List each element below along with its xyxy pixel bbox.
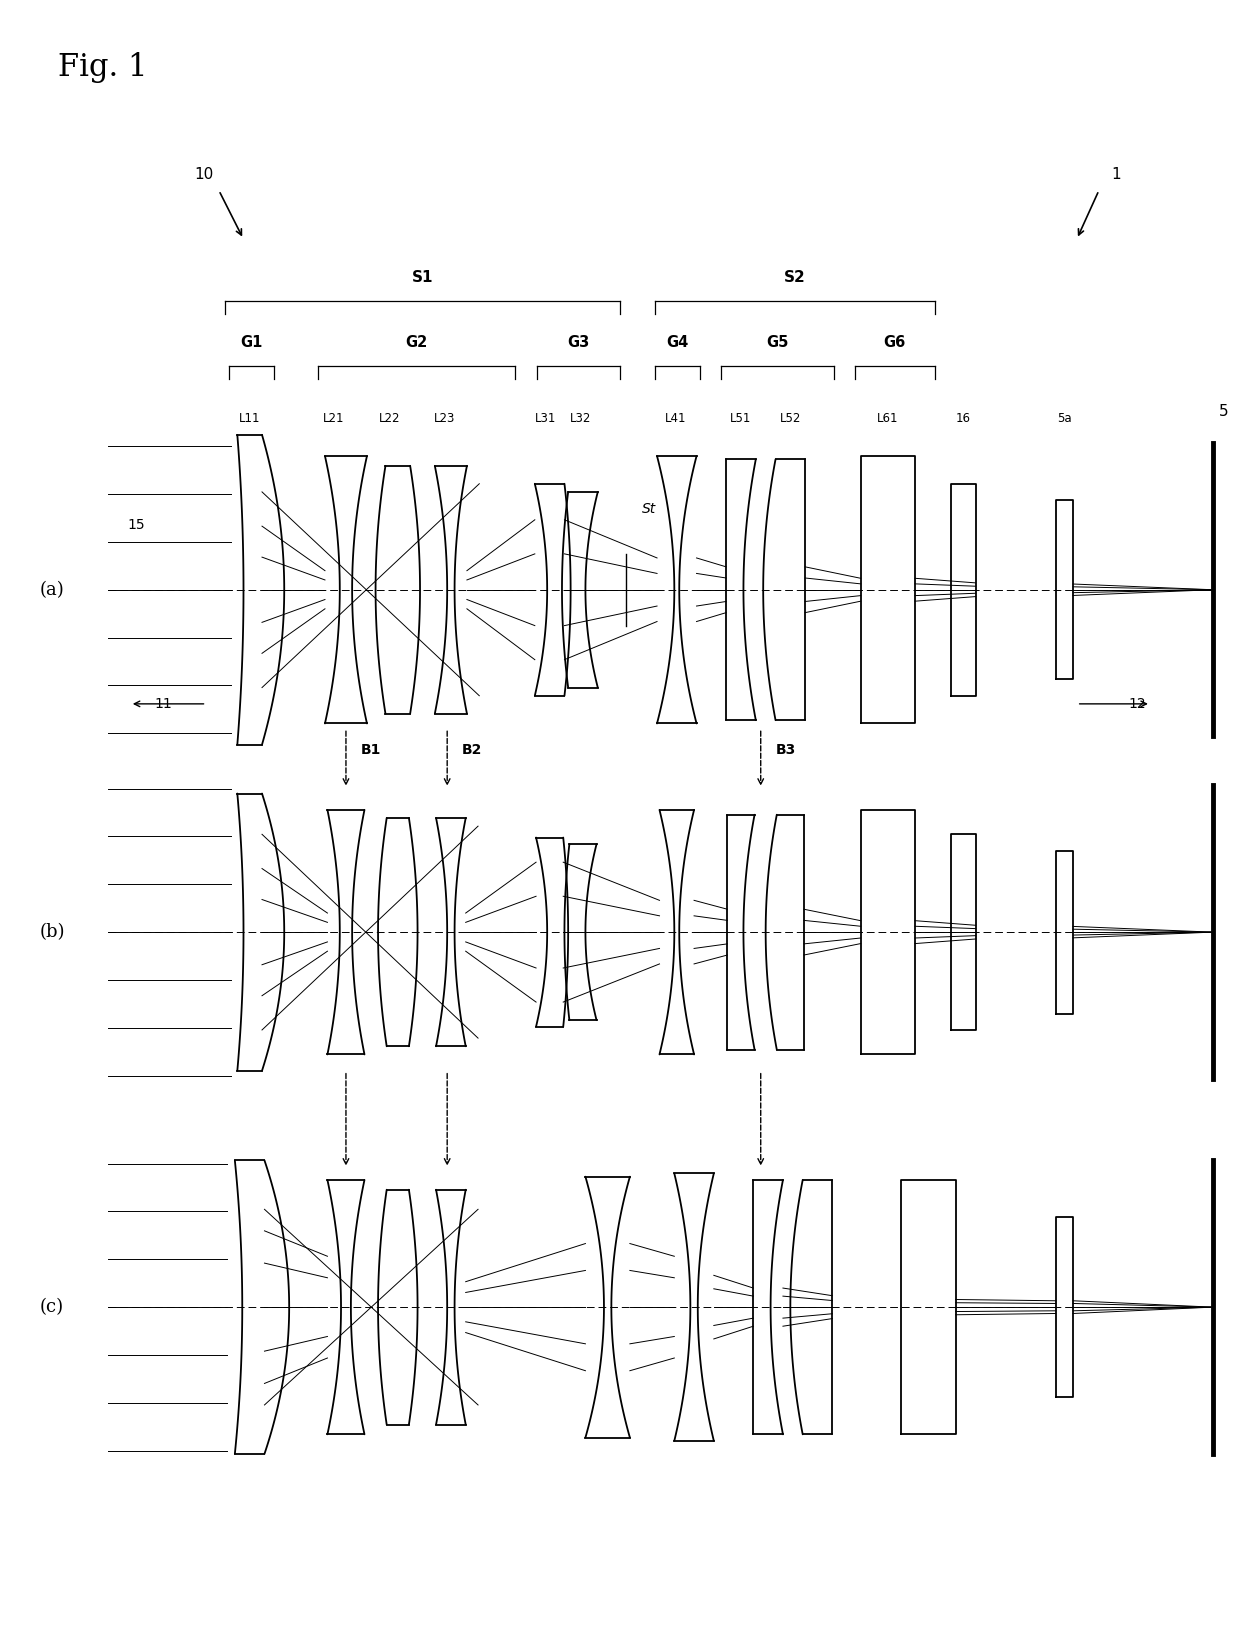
Text: St: St (642, 502, 656, 517)
Text: B3: B3 (775, 743, 796, 757)
Text: 15: 15 (128, 517, 145, 532)
Text: G6: G6 (884, 335, 905, 350)
Text: S1: S1 (412, 270, 433, 285)
Text: G5: G5 (766, 335, 789, 350)
Text: B2: B2 (463, 743, 482, 757)
Text: (a): (a) (40, 581, 64, 599)
Text: 10: 10 (195, 167, 213, 182)
Text: L31: L31 (536, 412, 557, 425)
Text: G4: G4 (666, 335, 688, 350)
Text: L23: L23 (434, 412, 455, 425)
Text: (c): (c) (40, 1297, 64, 1315)
Text: 16: 16 (956, 412, 971, 425)
Text: L61: L61 (877, 412, 899, 425)
Text: 5a: 5a (1056, 412, 1071, 425)
Text: 11: 11 (155, 697, 172, 712)
Text: Fig. 1: Fig. 1 (58, 52, 148, 83)
Text: 12: 12 (1128, 697, 1146, 712)
Text: G2: G2 (405, 335, 428, 350)
Text: S2: S2 (784, 270, 806, 285)
Text: L21: L21 (322, 412, 345, 425)
Text: (b): (b) (40, 923, 66, 941)
Text: B1: B1 (361, 743, 381, 757)
Text: L41: L41 (665, 412, 686, 425)
Text: 1: 1 (1111, 167, 1121, 182)
Text: 5: 5 (1219, 404, 1229, 419)
Text: L51: L51 (730, 412, 751, 425)
Text: L52: L52 (780, 412, 801, 425)
Text: G1: G1 (241, 335, 263, 350)
Text: L22: L22 (378, 412, 401, 425)
Text: L11: L11 (239, 412, 260, 425)
Text: G3: G3 (568, 335, 590, 350)
Text: L32: L32 (570, 412, 591, 425)
